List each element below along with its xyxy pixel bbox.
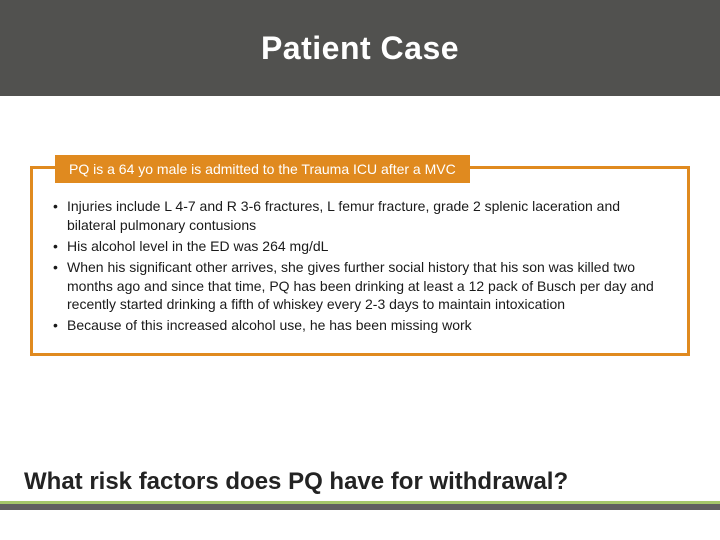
title-bar: Patient Case xyxy=(0,0,720,96)
case-bullet-list: Injuries include L 4-7 and R 3-6 fractur… xyxy=(53,197,667,335)
case-bullet: His alcohol level in the ED was 264 mg/d… xyxy=(53,237,667,256)
slide-title: Patient Case xyxy=(261,30,459,67)
case-bullet: Injuries include L 4-7 and R 3-6 fractur… xyxy=(53,197,667,235)
case-bullet: Because of this increased alcohol use, h… xyxy=(53,316,667,335)
question-text: What risk factors does PQ have for withd… xyxy=(24,468,696,496)
case-header: PQ is a 64 yo male is admitted to the Tr… xyxy=(55,155,470,183)
question-accent-underline xyxy=(0,501,720,504)
question-bar: What risk factors does PQ have for withd… xyxy=(0,458,720,510)
case-box: PQ is a 64 yo male is admitted to the Tr… xyxy=(30,166,690,356)
case-bullet: When his significant other arrives, she … xyxy=(53,258,667,315)
